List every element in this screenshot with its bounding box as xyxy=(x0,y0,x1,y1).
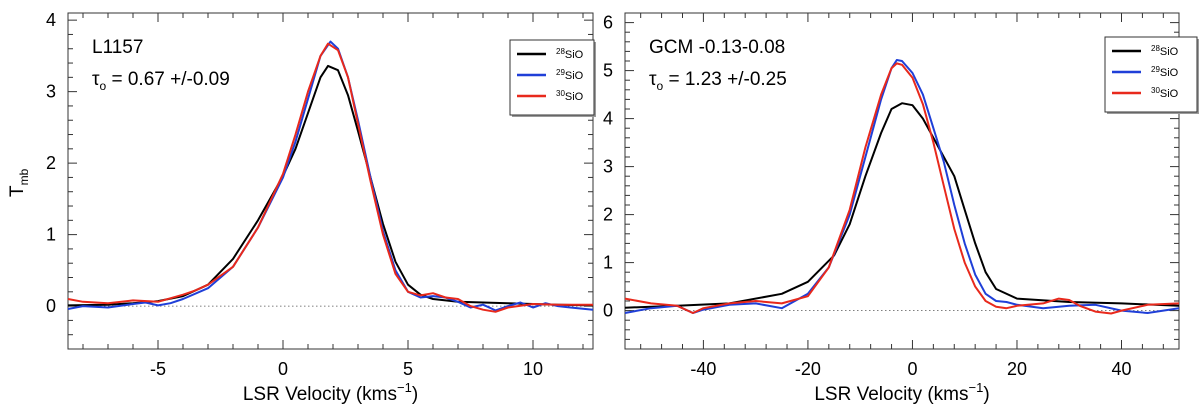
y-axis-title: Tmb xyxy=(7,168,31,197)
y-tick-label: 0 xyxy=(603,301,613,321)
tau-symbol: τ xyxy=(92,69,100,90)
x-tick-label: -40 xyxy=(690,359,716,379)
y-tick-label: 0 xyxy=(46,296,56,316)
legend-entry-label: SiO xyxy=(565,70,584,82)
legend-entry-label: SiO xyxy=(1160,67,1179,79)
legend-entry-28sio: 28SiO xyxy=(1151,44,1179,58)
series-line-29sio xyxy=(624,59,1180,314)
legend-entry-superscript: 30 xyxy=(1151,86,1160,95)
tau-subscript: o xyxy=(657,79,664,93)
source-name-label: GCM -0.13-0.08 xyxy=(649,37,785,58)
legend-entry-superscript: 30 xyxy=(556,89,565,98)
legend-entry-30sio: 30SiO xyxy=(556,89,584,103)
x-tick-label: 40 xyxy=(1111,359,1131,379)
optical-depth-label: τo = 1.23 +/-0.25 xyxy=(649,69,787,93)
legend-entry-superscript: 29 xyxy=(1151,65,1160,74)
legend-entry-28sio: 28SiO xyxy=(556,47,584,61)
legend-entry-30sio: 30SiO xyxy=(1151,86,1179,100)
y-axis-title-text: T xyxy=(7,185,28,197)
legend-entry-superscript: 28 xyxy=(556,47,565,56)
tau-symbol: τ xyxy=(649,69,657,90)
x-axis-title-close: ) xyxy=(983,384,989,405)
x-tick-label: 10 xyxy=(523,359,543,379)
x-axis-title-exponent: −1 xyxy=(969,380,984,395)
y-tick-label: 4 xyxy=(603,109,613,129)
x-axis-title-text: LSR Velocity (kms xyxy=(814,384,968,405)
tau-value: = 1.23 +/-0.25 xyxy=(663,69,787,90)
x-tick-label: -5 xyxy=(150,359,166,379)
x-axis-title: LSR Velocity (kms−1) xyxy=(243,380,418,405)
legend-entry-superscript: 29 xyxy=(556,68,565,77)
x-tick-label: 0 xyxy=(278,359,288,379)
source-name-label: L1157 xyxy=(92,37,143,58)
x-axis-title-exponent: −1 xyxy=(397,380,412,395)
chart-panel-1: -5 0 5 10 0 1 2 3 4 LSR Velocity (kms−1) Tmb L1157 τ… xyxy=(7,10,596,405)
plot-frame xyxy=(67,12,594,350)
legend-entry-label: SiO xyxy=(565,49,584,61)
y-tick-label: 6 xyxy=(603,13,613,33)
legend-entry-label: SiO xyxy=(1160,88,1179,100)
x-axis-title-text: LSR Velocity (kms xyxy=(243,384,397,405)
legend-entry-superscript: 28 xyxy=(1151,44,1160,53)
x-tick-label: 5 xyxy=(403,359,413,379)
x-axis-title-close: ) xyxy=(412,384,418,405)
series-line-30sio xyxy=(67,42,593,313)
y-axis-title-subscript: mb xyxy=(17,168,31,185)
legend-box xyxy=(1104,36,1198,113)
y-tick-label: 3 xyxy=(46,82,56,102)
legend-entry-29sio: 29SiO xyxy=(1151,65,1179,79)
plot-frame xyxy=(624,12,1180,350)
legend-entry-label: SiO xyxy=(1160,46,1179,58)
series-line-28sio xyxy=(624,102,1180,309)
y-tick-label: 4 xyxy=(46,10,56,30)
x-tick-label: 0 xyxy=(907,359,917,379)
y-tick-label: 3 xyxy=(603,157,613,177)
chart-panel-2: -40 -20 0 20 40 0 1 2 3 4 5 6 LSR Velocity (kms−1) GC… xyxy=(603,12,1199,405)
tau-subscript: o xyxy=(100,79,107,93)
legend-entry-label: SiO xyxy=(565,91,584,103)
tau-value: = 0.67 +/-0.09 xyxy=(106,69,230,90)
series-line-30sio xyxy=(624,62,1180,315)
y-tick-label: 2 xyxy=(603,205,613,225)
y-tick-label: 1 xyxy=(46,225,56,245)
legend-box xyxy=(509,39,595,116)
x-tick-label: 20 xyxy=(1007,359,1027,379)
x-axis-title: LSR Velocity (kms−1) xyxy=(814,380,989,405)
y-tick-label: 5 xyxy=(603,61,613,81)
y-tick-label: 2 xyxy=(46,153,56,173)
optical-depth-label: τo = 0.67 +/-0.09 xyxy=(92,69,230,93)
legend-entry-29sio: 29SiO xyxy=(556,68,584,82)
x-tick-label: -20 xyxy=(795,359,821,379)
y-tick-label: 1 xyxy=(603,253,613,273)
